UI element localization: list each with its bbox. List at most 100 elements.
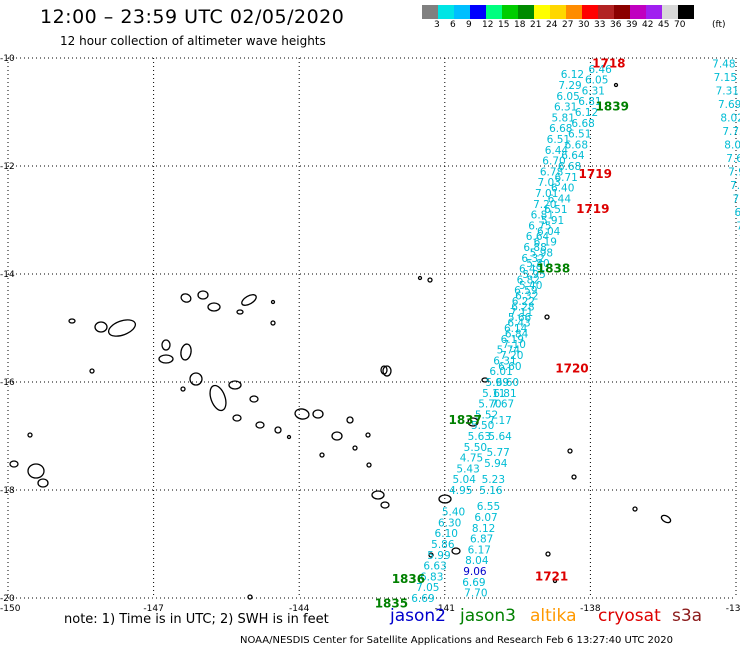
island-outline xyxy=(228,380,242,390)
swh-value-label: 7.03 xyxy=(537,177,560,189)
swh-value-label: 7.20 xyxy=(533,199,556,211)
swh-value-label: 6.81 xyxy=(531,210,554,222)
swh-value-label: 6.69 xyxy=(411,593,434,605)
swh-value-label: 7.67 xyxy=(491,399,514,411)
swh-value-label: 4.95 xyxy=(449,485,472,497)
swh-value-label: 6.17 xyxy=(468,544,491,556)
color-scale-swatch xyxy=(502,5,518,19)
swh-value-label: 5.80 xyxy=(526,258,549,270)
swh-value-label: 6.51 xyxy=(568,129,591,141)
island-outline xyxy=(552,578,558,584)
island-outline xyxy=(660,514,672,524)
swh-value-label: 5.81 xyxy=(552,112,575,124)
swh-value-label: 6.19 xyxy=(501,334,524,346)
color-scale-swatch xyxy=(550,5,566,19)
swh-value-label: 7.47 xyxy=(739,234,740,246)
color-scale-tick-label: 15 xyxy=(498,20,510,30)
swh-value-label: 6.68 xyxy=(571,118,594,130)
island-outline xyxy=(207,302,221,312)
swh-value-label: 7.01 xyxy=(535,188,558,200)
swh-value-label: 6.55 xyxy=(477,501,500,513)
island-outline xyxy=(68,318,76,324)
swh-value-label: 7.29 xyxy=(558,80,581,92)
swh-value-label: 6.68 xyxy=(565,139,588,151)
swh-value-label: 5.86 xyxy=(431,539,455,551)
swh-value-label: 6.01 xyxy=(489,366,512,378)
swh-value-label: 6.19 xyxy=(534,237,557,249)
color-scale-swatch xyxy=(598,5,614,19)
island-outline xyxy=(89,368,95,374)
swh-value-label: 5.50 xyxy=(464,442,487,454)
pass-time-label: 1836 xyxy=(392,572,425,586)
island-outline xyxy=(371,490,385,500)
swh-value-label: 7.61 xyxy=(726,153,740,165)
swh-value-label: 5.40 xyxy=(519,280,542,292)
map-grid xyxy=(7,57,737,599)
lon-tick-label: -135 xyxy=(726,604,740,614)
island-outline xyxy=(161,339,171,351)
swh-value-label: 6.88 xyxy=(523,242,546,254)
lon-tick-label: -150 xyxy=(0,604,21,614)
island-outline xyxy=(632,506,638,512)
color-scale-tick-label: 39 xyxy=(626,20,638,30)
color-scale-tick-label: 30 xyxy=(578,20,590,30)
swh-value-label: 8.02 xyxy=(724,139,740,151)
swh-value-label: 7.11 xyxy=(510,307,533,319)
swh-value-label: 6.05 xyxy=(585,75,608,87)
lon-tick-label: -138 xyxy=(580,604,601,614)
color-scale-swatch xyxy=(454,5,470,19)
pass-time-label: 1721 xyxy=(535,569,568,583)
swh-value-label: 5.91 xyxy=(541,215,564,227)
swh-value-label: 7.48 xyxy=(712,58,735,70)
pass-time-label: 1839 xyxy=(596,100,629,114)
island-outline xyxy=(417,275,423,281)
swh-value-label: 6.46 xyxy=(588,64,612,76)
footnote: note: 1) Time is in UTC; 2) SWH is in fe… xyxy=(64,612,329,627)
swh-value-label: 6.12 xyxy=(575,107,598,119)
pass-time-label: 1837 xyxy=(448,413,481,427)
color-scale-tick-label: 9 xyxy=(466,20,472,30)
swh-value-label: 7.15 xyxy=(714,72,737,84)
swh-value-label: 5.50 xyxy=(471,420,494,432)
swh-value-label: 8.02 xyxy=(720,112,740,124)
color-scale-swatch xyxy=(438,5,454,19)
island-outline xyxy=(236,309,244,315)
island-outline xyxy=(94,321,108,333)
pass-time-label: 1719 xyxy=(579,167,612,181)
swh-value-label: 6.71 xyxy=(554,172,577,184)
swh-value-label: 6.64 xyxy=(526,231,550,243)
color-scale-legend: 3 6 9 12 15 18 21 24 27 30 33 36 39 42 45 70 (ft) xyxy=(422,5,726,33)
color-scale-swatch xyxy=(678,5,694,19)
color-scale-tick-label: 3 xyxy=(434,20,440,30)
island-outline xyxy=(9,460,19,468)
swh-value-label: 6.30 xyxy=(438,517,461,529)
color-scale-tick-label: 70 xyxy=(674,20,686,30)
swh-value-label: 5.70 xyxy=(478,399,501,411)
lat-tick-label: -12 xyxy=(0,162,15,172)
color-scale-swatch xyxy=(518,5,534,19)
island-outline xyxy=(197,290,209,300)
swh-value-label: 6.49 xyxy=(519,264,542,276)
swh-value-label: 7.20 xyxy=(500,350,523,362)
island-outline xyxy=(613,82,619,88)
island-outline xyxy=(247,594,253,600)
swh-value-label: 6.69 xyxy=(462,577,485,589)
island-outline xyxy=(270,320,276,326)
swh-value-label: 7.28 xyxy=(733,193,740,205)
color-scale-tick-label: 27 xyxy=(562,20,574,30)
swh-value-label: 9.06 xyxy=(463,566,487,578)
color-scale-swatch xyxy=(566,5,582,19)
color-scale-swatch xyxy=(630,5,646,19)
swh-value-label: 5.98 xyxy=(530,247,553,259)
island-outline xyxy=(451,547,461,555)
swh-value-label: 7.17 xyxy=(488,415,511,427)
swh-value-label: 6.43 xyxy=(507,318,530,330)
island-outline xyxy=(189,372,203,386)
island-outline xyxy=(294,408,310,420)
credit-line: NOAA/NESDIS Center for Satellite Applica… xyxy=(240,635,673,646)
latitude-labels: -10 -12 -14 -16 -18 -20 xyxy=(0,54,15,604)
swh-value-label: 6.31 xyxy=(493,355,516,367)
swh-value-label: 6.87 xyxy=(470,534,493,546)
swh-value-label: 7.10 xyxy=(503,339,526,351)
